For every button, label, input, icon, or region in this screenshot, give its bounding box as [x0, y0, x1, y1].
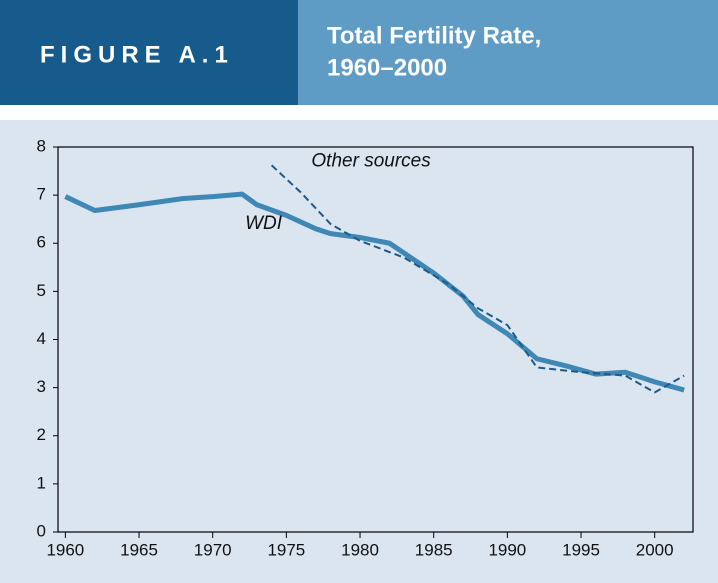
x-tick-label: 1965 [120, 540, 158, 559]
y-tick-label: 6 [37, 233, 46, 252]
y-tick-label: 3 [37, 377, 46, 396]
x-tick-label: 1985 [415, 540, 453, 559]
y-tick-label: 2 [37, 425, 46, 444]
x-tick-label: 1975 [267, 540, 305, 559]
line-series [64, 191, 685, 393]
title-box [298, 0, 718, 105]
x-tick-label: 2000 [636, 540, 674, 559]
chart-title: 1960–2000 [327, 54, 447, 81]
y-tick-label: 4 [37, 329, 46, 348]
y-tick-label: 7 [37, 185, 46, 204]
figure-label: FIGURE A.1 [40, 41, 234, 68]
x-tick-label: 1990 [488, 540, 526, 559]
y-tick-label: 5 [37, 281, 46, 300]
series-label: Other sources [311, 150, 431, 171]
line-series [270, 164, 685, 394]
chart-title: Total Fertility Rate, [327, 22, 541, 49]
panel-bg [0, 120, 718, 583]
x-tick-label: 1995 [562, 540, 600, 559]
x-tick-label: 1970 [194, 540, 232, 559]
y-tick-label: 8 [37, 136, 46, 155]
y-tick-label: 1 [37, 473, 46, 492]
x-tick-label: 1960 [46, 540, 84, 559]
series-label: WDI [245, 213, 283, 234]
x-tick-label: 1980 [341, 540, 379, 559]
figure-label-box [0, 0, 298, 105]
y-tick-label: 0 [37, 521, 46, 540]
